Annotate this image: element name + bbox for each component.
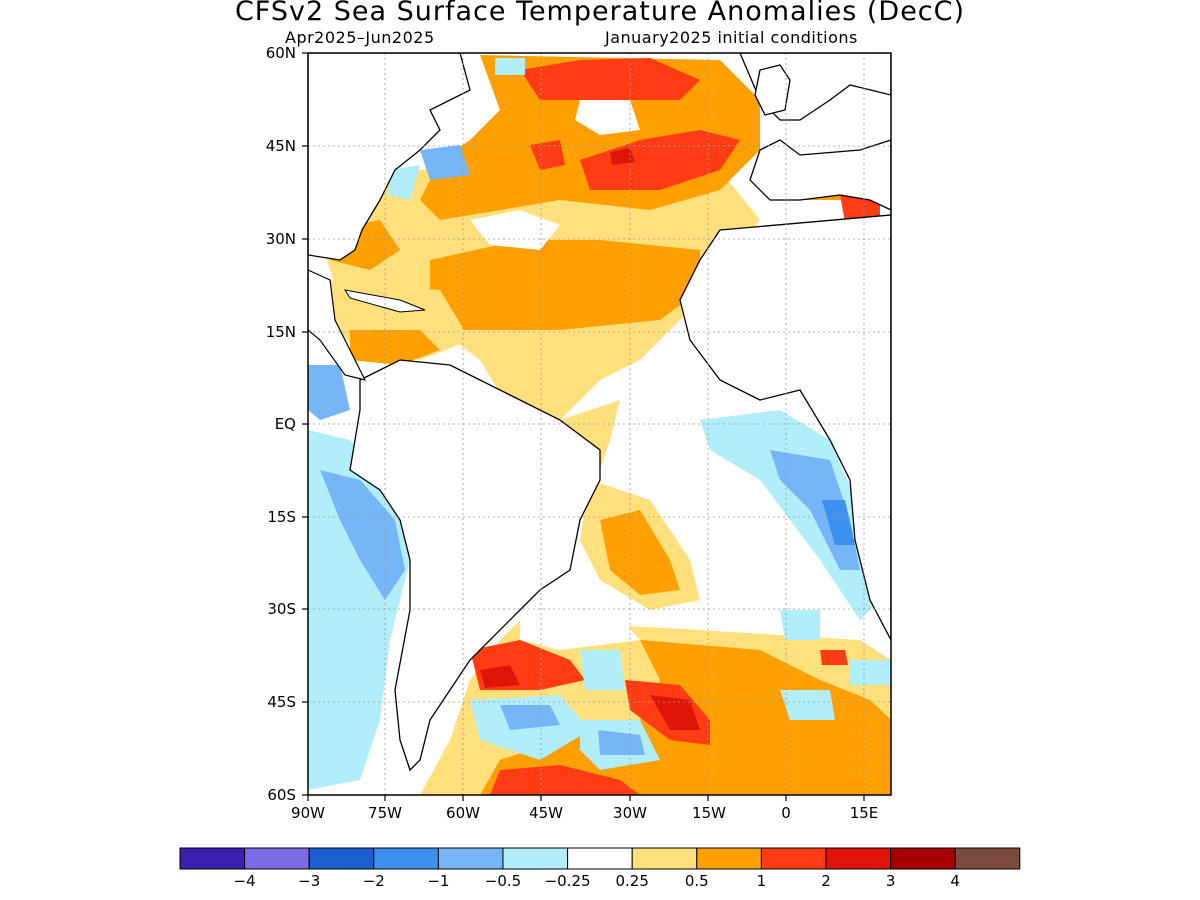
anomaly-region-cooler: [308, 365, 350, 420]
forecast-period: Apr2025–Jun2025: [285, 28, 435, 47]
lon-label: 15W: [692, 804, 726, 822]
colorbar-swatch: [890, 847, 956, 870]
colorbar-label: −2: [362, 872, 385, 890]
anomaly-region-cool: [780, 690, 835, 720]
lon-label: 90W: [291, 804, 325, 822]
anomaly-region-intense: [650, 695, 700, 730]
colorbar-label: 0.5: [684, 872, 709, 890]
lat-label: 15N: [265, 323, 296, 341]
colorbar-swatch: [244, 847, 310, 870]
anomaly-region-warmer: [600, 510, 680, 595]
anomaly-region-hot: [530, 140, 565, 170]
lon-label: 45W: [529, 804, 563, 822]
anomaly-region-hot: [610, 148, 635, 165]
colorbar-swatch: [696, 847, 762, 870]
africa-land: [679, 214, 891, 641]
south-america-land: [349, 359, 601, 772]
lon-label: 60W: [446, 804, 480, 822]
anomaly-region-neutral: [520, 595, 640, 650]
anomaly-region-cool: [850, 660, 891, 685]
lat-label: 45S: [267, 693, 296, 711]
axis-ticks: [302, 52, 865, 801]
lon-label: 15E: [849, 804, 879, 822]
colorbar-label: −1: [427, 872, 450, 890]
anomaly-region-cool: [780, 610, 820, 640]
anomaly-region-cool: [580, 650, 625, 690]
anomaly-region-cool: [700, 410, 880, 620]
colorbar-label: −0.5: [484, 872, 522, 890]
colorbar-label: 1: [756, 872, 767, 890]
anomaly-region-hot: [490, 765, 640, 795]
lat-label: 30S: [267, 600, 296, 618]
lat-label: 60N: [265, 44, 296, 62]
anomaly-region-cooler: [500, 705, 560, 730]
anomaly-region-hot: [820, 650, 848, 665]
colorbar-swatch: [954, 847, 1021, 870]
anomaly-region-cool: [420, 145, 470, 180]
lat-label: 15S: [267, 508, 296, 526]
anomaly-region-cooler: [598, 730, 645, 755]
colorbar-swatch: [502, 847, 569, 870]
central-america-land: [308, 269, 367, 381]
colorbar-swatch: [179, 847, 246, 870]
north-america-land: [308, 53, 471, 261]
map-title: CFSv2 Sea Surface Temperature Anomalies …: [234, 0, 966, 27]
cuba-island: [343, 289, 426, 313]
lon-label: 30W: [613, 804, 647, 822]
anomaly-region-cool: [388, 165, 420, 200]
anomaly-region-intense: [480, 665, 520, 688]
initial-conditions: January2025 initial conditions: [605, 28, 858, 47]
colorbar-swatch: [437, 847, 504, 870]
europe-land: [749, 139, 891, 211]
colorbar-swatch: [567, 847, 633, 870]
colorbar-label: 4: [950, 872, 960, 890]
anomaly-region-warmer: [430, 240, 700, 330]
gridlines: [308, 53, 891, 795]
lat-label: 45N: [265, 137, 296, 155]
anomaly-region-warmer: [350, 330, 440, 365]
colorbar-swatch: [308, 847, 375, 870]
anomaly-region-warm: [560, 400, 620, 470]
colorbar-label: 3: [885, 872, 896, 890]
great-britain-land: [754, 64, 791, 116]
lon-label: 75W: [368, 804, 402, 822]
anomaly-region-cool: [495, 58, 525, 75]
anomaly-region-hot: [520, 58, 700, 100]
colorbar-swatch: [373, 847, 439, 870]
land-masses: [308, 53, 891, 772]
anomaly-region-hot: [580, 130, 740, 190]
lat-label: 30N: [265, 230, 296, 248]
anomaly-region-cooler: [320, 470, 405, 600]
colorbar-label: −0.25: [544, 872, 591, 890]
colorbar-label: 2: [821, 872, 831, 890]
colorbar-label: 0.25: [615, 872, 649, 890]
colorbar: [179, 847, 1021, 870]
lat-label: 60S: [267, 786, 296, 804]
anomaly-region-neutral: [470, 210, 560, 250]
colorbar-label: −3: [298, 872, 321, 890]
colorbar-swatch: [760, 847, 827, 870]
colorbar-label: −4: [233, 872, 256, 890]
lat-label: EQ: [274, 415, 296, 433]
colorbar-swatch: [825, 847, 892, 870]
lon-label: 0: [781, 804, 791, 822]
anomaly-region-neutral: [575, 100, 640, 135]
colorbar-swatch: [631, 847, 698, 870]
anomaly-region-cold: [822, 500, 855, 545]
